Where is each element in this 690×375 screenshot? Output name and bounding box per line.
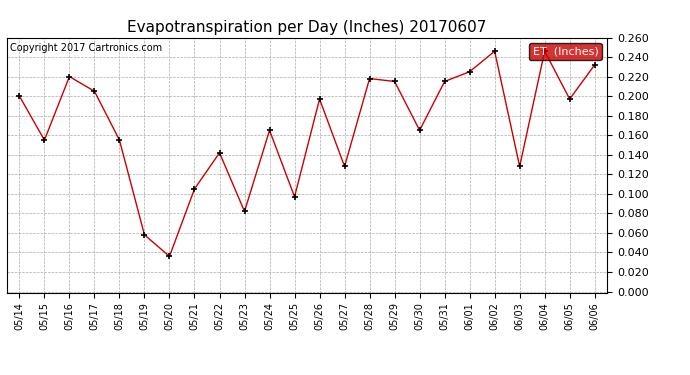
ET  (Inches) [15, 94, 23, 98]
ET  (Inches) [515, 164, 524, 169]
ET  (Inches) [215, 150, 224, 155]
ET  (Inches) [66, 74, 74, 79]
ET  (Inches) [591, 63, 599, 67]
Title: Evapotranspiration per Day (Inches) 20170607: Evapotranspiration per Day (Inches) 2017… [128, 20, 486, 35]
Line: ET  (Inches): ET (Inches) [16, 48, 598, 260]
ET  (Inches) [266, 128, 274, 133]
ET  (Inches) [540, 49, 549, 53]
ET  (Inches) [190, 187, 199, 191]
Text: Copyright 2017 Cartronics.com: Copyright 2017 Cartronics.com [10, 43, 162, 52]
ET  (Inches) [240, 209, 248, 214]
ET  (Inches) [366, 76, 374, 81]
ET  (Inches) [340, 164, 348, 169]
ET  (Inches) [391, 79, 399, 84]
ET  (Inches) [166, 254, 174, 259]
ET  (Inches) [440, 79, 449, 84]
ET  (Inches) [566, 97, 574, 101]
Legend: ET  (Inches): ET (Inches) [529, 43, 602, 60]
ET  (Inches) [115, 138, 124, 142]
ET  (Inches) [491, 49, 499, 53]
ET  (Inches) [466, 69, 474, 74]
ET  (Inches) [315, 97, 324, 101]
ET  (Inches) [290, 195, 299, 199]
ET  (Inches) [140, 232, 148, 237]
ET  (Inches) [415, 128, 424, 133]
ET  (Inches) [40, 138, 48, 142]
ET  (Inches) [90, 89, 99, 93]
